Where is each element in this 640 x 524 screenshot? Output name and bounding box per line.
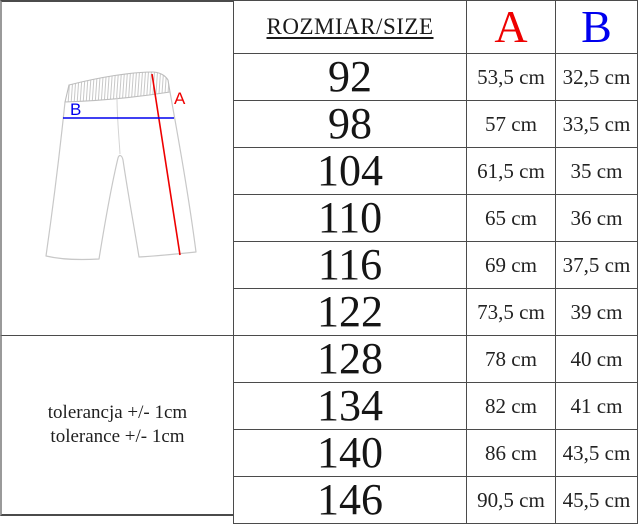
measurement-b-cell: 36 cm bbox=[555, 194, 638, 242]
measurement-b-cell: 43,5 cm bbox=[555, 429, 638, 477]
header-size-label: ROZMIAR/SIZE bbox=[233, 0, 467, 54]
diagram-label-b: B bbox=[70, 100, 81, 119]
measurement-line-a bbox=[151, 73, 181, 256]
measurement-a-cell: 78 cm bbox=[466, 335, 556, 383]
table-row: 134 82 cm 41 cm bbox=[233, 382, 638, 430]
table-row: 128 78 cm 40 cm bbox=[233, 335, 638, 383]
size-cell: 110 bbox=[233, 194, 467, 242]
size-table: ROZMIAR/SIZE A B 92 53,5 cm 32,5 cm 98 5… bbox=[233, 0, 638, 524]
measurement-b-cell: 41 cm bbox=[555, 382, 638, 430]
size-cell: 146 bbox=[233, 476, 467, 524]
measurement-b-cell: 45,5 cm bbox=[555, 476, 638, 524]
size-cell: 98 bbox=[233, 100, 467, 148]
size-cell: 134 bbox=[233, 382, 467, 430]
table-row: 92 53,5 cm 32,5 cm bbox=[233, 53, 638, 101]
tolerance-note-en: tolerance +/- 1cm bbox=[50, 426, 185, 447]
size-cell: 140 bbox=[233, 429, 467, 477]
tolerance-note-pl: tolerancja +/- 1cm bbox=[47, 402, 188, 423]
header-column-b: B bbox=[555, 0, 638, 54]
size-cell: 92 bbox=[233, 53, 467, 101]
measurement-a-cell: 73,5 cm bbox=[466, 288, 556, 336]
measurement-a-cell: 69 cm bbox=[466, 241, 556, 289]
table-row: 122 73,5 cm 39 cm bbox=[233, 288, 638, 336]
measurement-b-cell: 33,5 cm bbox=[555, 100, 638, 148]
size-cell: 116 bbox=[233, 241, 467, 289]
waistband-shape bbox=[64, 71, 171, 103]
measurement-a-cell: 53,5 cm bbox=[466, 53, 556, 101]
measurement-a-cell: 90,5 cm bbox=[466, 476, 556, 524]
table-row: 98 57 cm 33,5 cm bbox=[233, 100, 638, 148]
diagram-panel: A B bbox=[0, 0, 233, 336]
measurement-a-cell: 57 cm bbox=[466, 100, 556, 148]
size-cell: 104 bbox=[233, 147, 467, 195]
table-row: 140 86 cm 43,5 cm bbox=[233, 429, 638, 477]
diagram-label-a: A bbox=[174, 89, 186, 108]
table-row: 104 61,5 cm 35 cm bbox=[233, 147, 638, 195]
measurement-a-cell: 82 cm bbox=[466, 382, 556, 430]
pants-diagram-icon: A B bbox=[45, 71, 197, 261]
tolerance-panel: tolerancja +/- 1cm tolerance +/- 1cm bbox=[0, 336, 233, 516]
measurement-a-cell: 86 cm bbox=[466, 429, 556, 477]
table-header-row: ROZMIAR/SIZE A B bbox=[233, 0, 638, 54]
table-row: 110 65 cm 36 cm bbox=[233, 194, 638, 242]
measurement-a-cell: 65 cm bbox=[466, 194, 556, 242]
measurement-b-cell: 32,5 cm bbox=[555, 53, 638, 101]
measurement-b-cell: 35 cm bbox=[555, 147, 638, 195]
measurement-b-cell: 39 cm bbox=[555, 288, 638, 336]
measurement-b-cell: 37,5 cm bbox=[555, 241, 638, 289]
table-row: 146 90,5 cm 45,5 cm bbox=[233, 476, 638, 524]
table-row: 116 69 cm 37,5 cm bbox=[233, 241, 638, 289]
measurement-b-cell: 40 cm bbox=[555, 335, 638, 383]
center-seam bbox=[116, 96, 121, 155]
size-cell: 128 bbox=[233, 335, 467, 383]
size-cell: 122 bbox=[233, 288, 467, 336]
header-column-a: A bbox=[466, 0, 556, 54]
measurement-a-cell: 61,5 cm bbox=[466, 147, 556, 195]
pants-outline bbox=[45, 91, 197, 261]
